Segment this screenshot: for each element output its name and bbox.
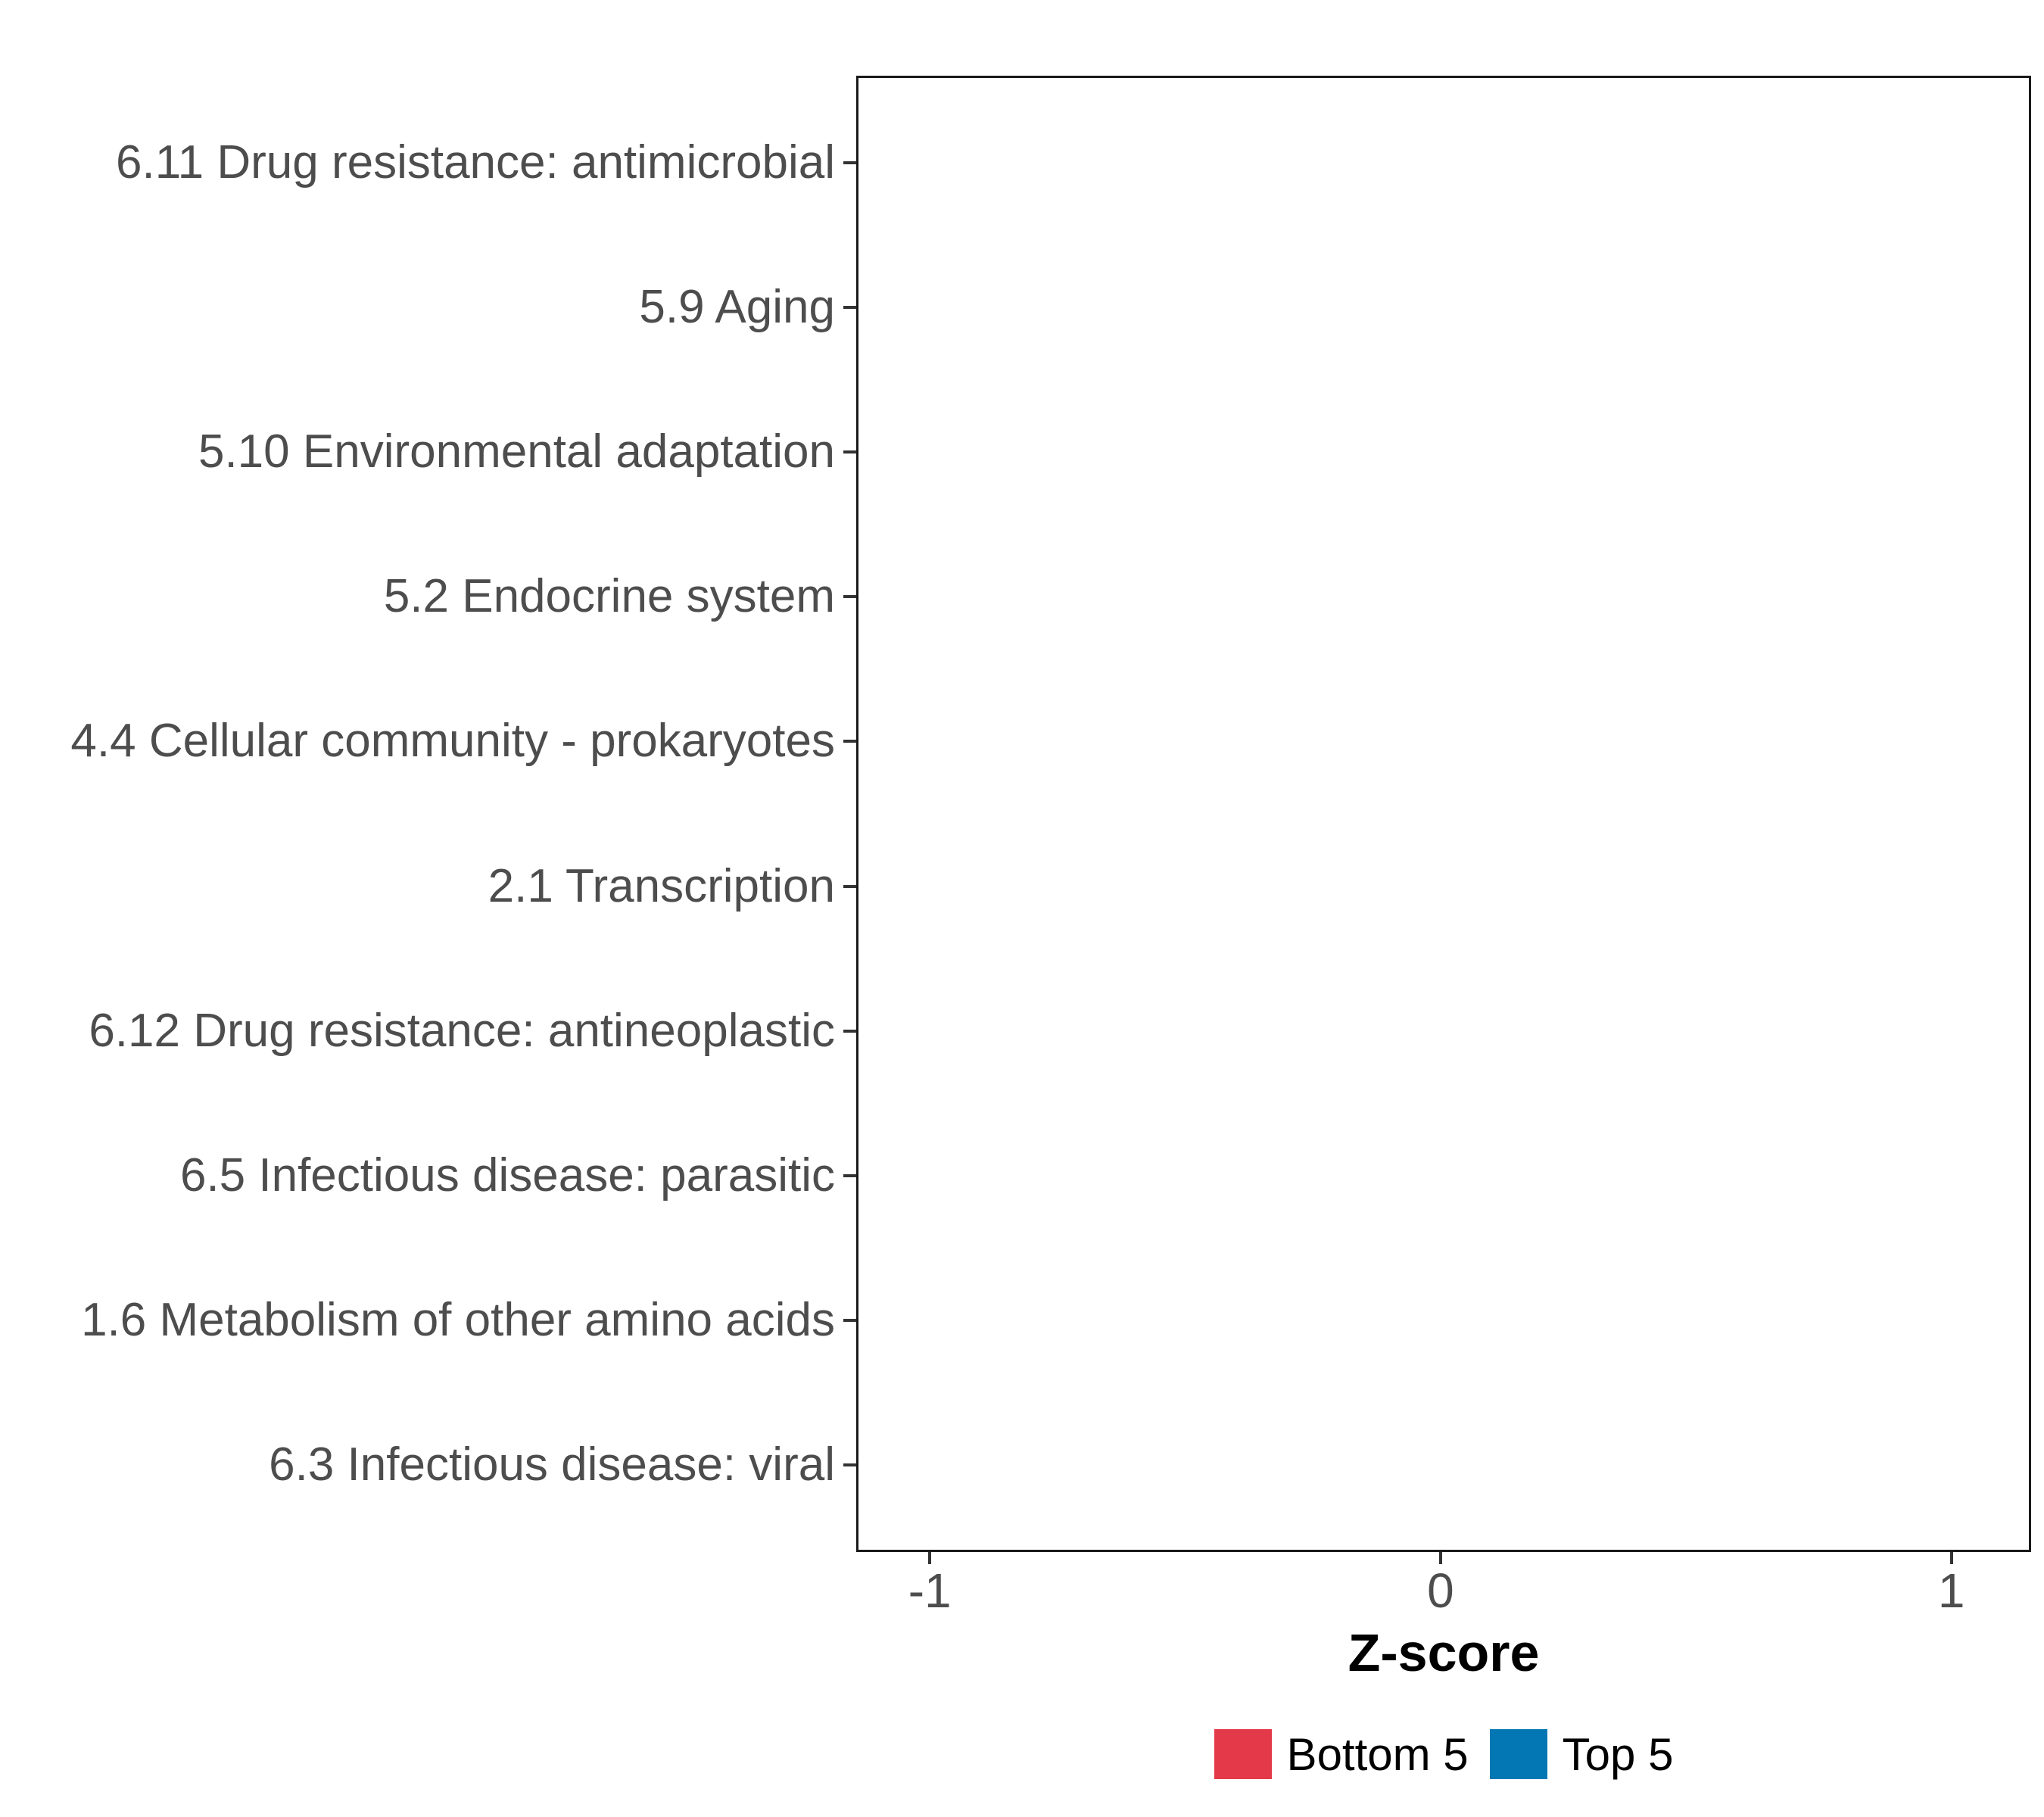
x-axis-tick-label: -1	[908, 1563, 952, 1618]
y-axis-tick	[843, 161, 856, 164]
x-axis-tick	[1949, 1552, 1953, 1564]
y-axis-tick	[843, 884, 856, 888]
legend-swatch-top5-icon	[1489, 1729, 1547, 1779]
x-axis-tick-label: 0	[1427, 1563, 1454, 1618]
legend-label-bottom5: Bottom 5	[1286, 1728, 1469, 1780]
y-axis-category-label: 5.9 Aging	[639, 280, 835, 333]
plot-panel	[856, 76, 2031, 1552]
y-axis-category-label: 6.3 Infectious disease: viral	[269, 1438, 835, 1491]
y-axis-tick	[843, 1319, 856, 1323]
y-axis-tick	[843, 740, 856, 743]
x-axis-title: Z-score	[1348, 1623, 1540, 1682]
x-axis-tick-label: 1	[1937, 1563, 1965, 1618]
y-axis-tick	[843, 595, 856, 599]
legend-item-top5: Top 5	[1489, 1728, 1674, 1781]
legend-item-bottom5: Bottom 5	[1214, 1728, 1469, 1781]
y-axis-tick	[843, 1173, 856, 1177]
y-axis-category-label: 2.1 Transcription	[488, 859, 835, 912]
y-axis-tick	[843, 1029, 856, 1033]
y-axis-tick	[843, 450, 856, 454]
y-axis-tick	[843, 1463, 856, 1467]
y-axis-tick	[843, 305, 856, 309]
legend: Bottom 5 Top 5	[856, 1728, 2031, 1781]
y-axis-category-label: 5.10 Environmental adaptation	[198, 425, 835, 478]
y-axis-category-label: 4.4 Cellular community - prokaryotes	[70, 715, 835, 768]
x-axis-tick	[1438, 1552, 1442, 1564]
y-axis-category-label: 6.12 Drug resistance: antineoplastic	[89, 1004, 835, 1057]
legend-label-top5: Top 5	[1562, 1728, 1674, 1780]
y-axis-category-label: 1.6 Metabolism of other amino acids	[81, 1294, 835, 1347]
y-axis-category-label: 6.5 Infectious disease: parasitic	[179, 1148, 835, 1201]
y-axis-category-label: 6.11 Drug resistance: antimicrobial	[116, 136, 835, 189]
x-axis-tick	[928, 1552, 932, 1564]
y-axis-category-label: 5.2 Endocrine system	[383, 570, 835, 623]
legend-swatch-bottom5-icon	[1214, 1729, 1272, 1779]
